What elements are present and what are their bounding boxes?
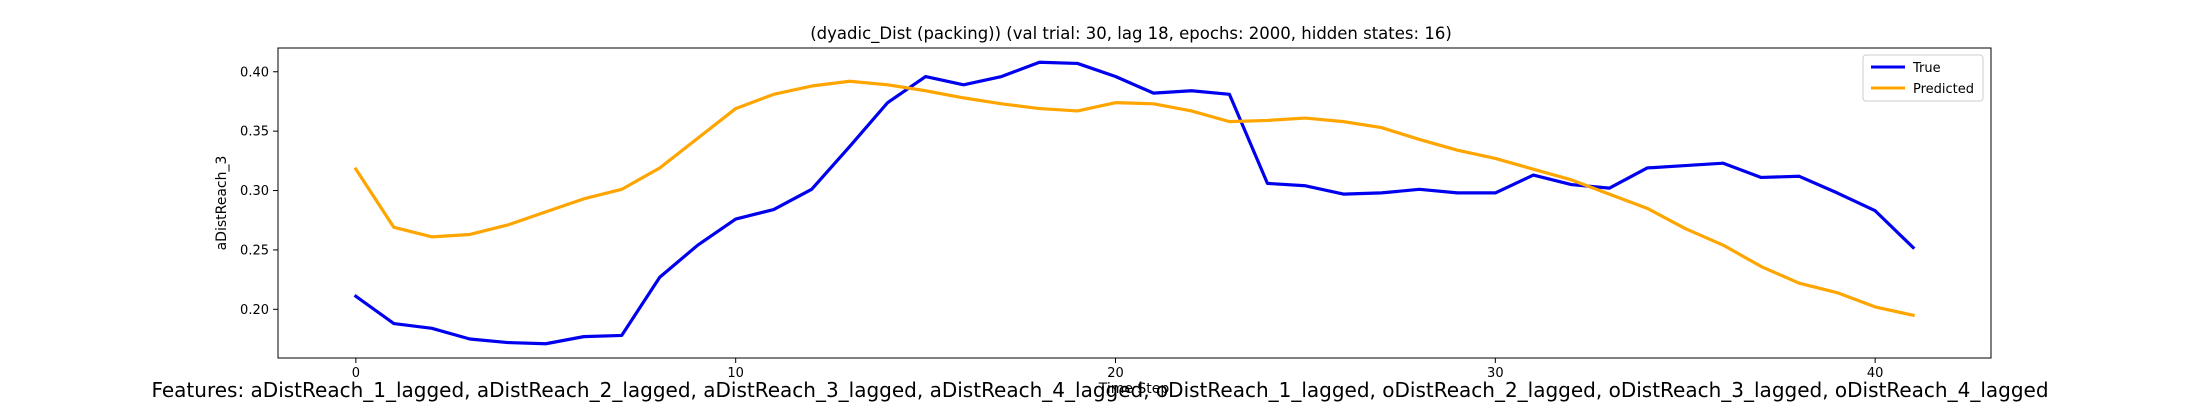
y-tick-label: 0.30 [240,184,269,199]
x-axis-label: Time Step [1098,381,1170,397]
y-tick-label: 0.20 [240,303,269,318]
plot-area [277,47,1992,359]
y-axis: 0.20 0.25 0.30 0.35 0.40 [240,65,278,318]
x-tick-label: 20 [1107,366,1124,381]
features-caption: Features: aDistReach_1_lagged, aDistReac… [151,378,2049,402]
series-line-predicted [353,79,1916,318]
x-tick-label: 40 [1867,366,1884,381]
x-tick-label: 10 [727,366,744,381]
x-tick-label: 0 [352,366,360,381]
legend-label-true: True [1912,61,1941,76]
x-axis: 0 10 20 30 40 [352,358,1884,381]
x-tick-label: 30 [1487,366,1504,381]
chart-title: (dyadic_Dist (packing)) (val trial: 30, … [810,24,1452,44]
series-line-true [353,60,1916,346]
series-layer [353,60,1916,346]
y-tick-label: 0.25 [240,243,269,258]
legend: True Predicted [1862,54,1984,102]
y-axis-label: aDistReach_3 [214,156,230,251]
y-tick-label: 0.40 [240,65,269,80]
y-tick-label: 0.35 [240,125,269,140]
legend-label-predicted: Predicted [1913,82,1974,97]
